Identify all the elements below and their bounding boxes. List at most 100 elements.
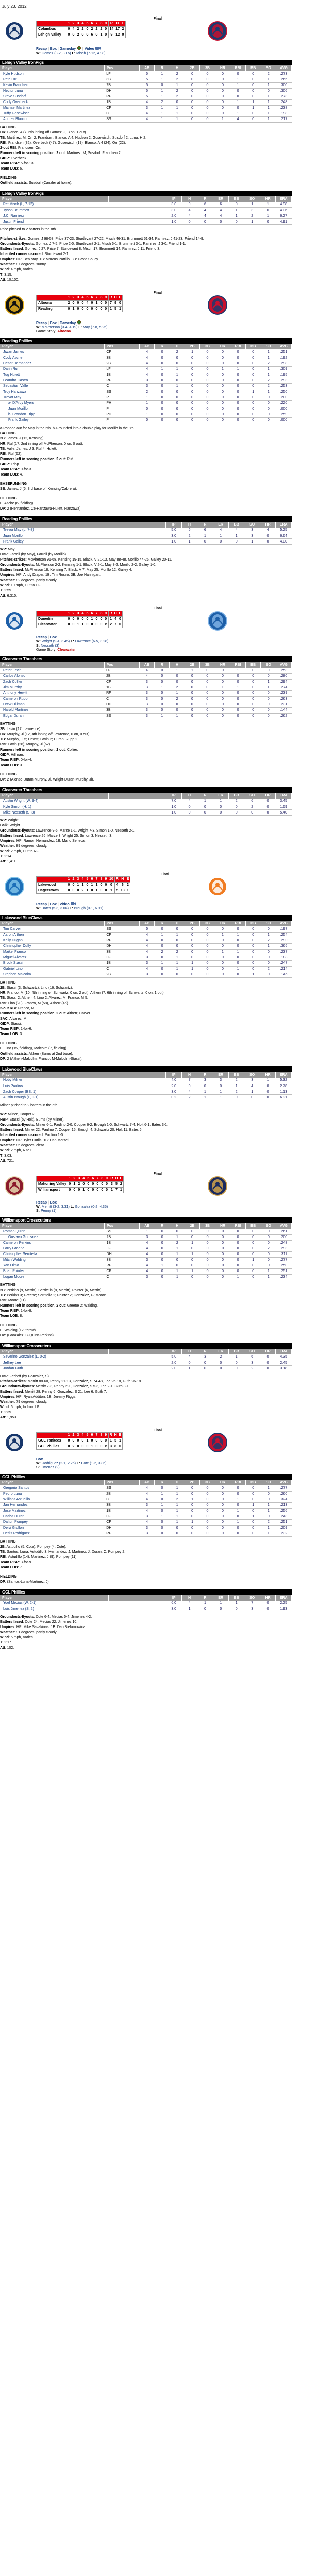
save-pitcher[interactable]: Jimenez (2) xyxy=(40,1466,60,1469)
player-name-cell[interactable]: Deivi Grullon xyxy=(0,1525,105,1531)
player-name-cell[interactable]: Brian Pointer xyxy=(0,1268,105,1275)
player-name-cell[interactable]: Aaron Altherr xyxy=(0,932,105,938)
player-name-cell[interactable]: Peter Lavin xyxy=(0,668,105,674)
winning-pitcher[interactable]: McPherson (3-4, 4.19) xyxy=(41,326,78,329)
player-name-cell[interactable]: Mike Nesseth (S, 3) xyxy=(0,809,108,816)
losing-pitcher[interactable]: Brough (0-1, 6.91) xyxy=(74,907,104,910)
player-name-cell[interactable]: Carlos Duran xyxy=(0,1514,105,1520)
link-recap[interactable]: Recap xyxy=(36,1201,47,1205)
losing-pitcher[interactable]: Cote (1-2, 3.86) xyxy=(81,1462,107,1465)
player-name-cell[interactable]: Christopher Serritella xyxy=(0,1251,105,1258)
player-name-cell[interactable]: Larry Greene xyxy=(0,1246,105,1252)
player-name-cell[interactable]: Cameron Perkins xyxy=(0,1240,105,1246)
player-name-cell[interactable]: Anthony Hewitt xyxy=(0,690,105,697)
player-name-cell[interactable]: Pat Misch (L, 7-12) xyxy=(0,201,109,208)
losing-pitcher[interactable]: Gonzalez (0-2, 4.35) xyxy=(75,1205,108,1209)
link-box[interactable]: Box xyxy=(36,1458,43,1461)
player-name-cell[interactable]: Kelly Dugan xyxy=(0,938,105,944)
player-name-cell[interactable]: Hector Luna xyxy=(0,88,105,94)
link-recap[interactable]: Recap xyxy=(36,47,47,51)
player-name-cell[interactable]: Willians Astudillo xyxy=(0,1497,105,1503)
player-name-cell[interactable]: Severino Gonzalez (L, 0-2) xyxy=(0,1354,109,1360)
player-name-cell[interactable]: Austin Brough (L, 0-1) xyxy=(0,1094,108,1100)
player-name-cell[interactable]: Kyle Simon (H, 1) xyxy=(0,804,108,810)
player-name-cell[interactable]: J.C. Ramirez xyxy=(0,213,109,219)
player-name-cell[interactable]: Jiwan James xyxy=(0,349,105,355)
player-name-cell[interactable]: Roman Quinn xyxy=(0,1229,105,1235)
losing-pitcher[interactable]: Misch (7-12, 4.98) xyxy=(76,52,106,55)
player-name-cell[interactable]: Yoel Mecias (W, 2-1) xyxy=(0,1600,109,1606)
link-gameday[interactable]: Gameday xyxy=(59,321,76,325)
player-name-cell[interactable]: Trevor May (L, 7-8) xyxy=(0,527,108,533)
winning-pitcher[interactable]: Wright (9-4, 3.45) xyxy=(41,640,70,643)
player-name-cell[interactable]: Justin Friend xyxy=(0,218,109,225)
player-name-cell[interactable]: Trevor May xyxy=(0,395,105,401)
player-name-cell[interactable]: Andres Blanco xyxy=(0,116,105,123)
player-name-cell[interactable]: Jim Murphy xyxy=(0,685,105,691)
player-name-cell[interactable]: Carlos Alonso xyxy=(0,673,105,680)
player-name-cell[interactable]: Zach Cooper (BS, 1) xyxy=(0,1089,108,1095)
player-name-cell[interactable]: Jan Hernandez xyxy=(0,1502,105,1509)
player-name-cell[interactable]: Kevin Frandsen xyxy=(0,82,105,89)
player-name-cell[interactable]: Yan Olmo xyxy=(0,1263,105,1269)
player-name-cell[interactable]: Gustavo Gonzalez xyxy=(0,1234,105,1241)
player-name-cell[interactable]: Tuffy Gosewisch xyxy=(0,111,105,117)
winning-pitcher[interactable]: Gomez (3-2, 3.15) xyxy=(41,52,71,55)
player-name-cell[interactable]: Cameron Rupp xyxy=(0,696,105,702)
player-name-cell[interactable]: Christopher Duffy xyxy=(0,943,105,950)
player-name-cell[interactable]: Pete Orr xyxy=(0,77,105,83)
player-name-cell[interactable]: Cody Asche xyxy=(0,355,105,361)
player-name-cell[interactable]: Troy Hanzawa xyxy=(0,389,105,395)
player-name-cell[interactable]: Gabriel Lino xyxy=(0,966,105,972)
player-name-cell[interactable]: Dalton Pompey xyxy=(0,1519,105,1526)
player-name-cell[interactable]: Harold Martinez xyxy=(0,707,105,714)
link-recap[interactable]: Recap xyxy=(36,321,47,325)
link-video[interactable]: Video xyxy=(84,47,94,51)
player-name-cell[interactable]: Frank Gailey xyxy=(0,538,108,545)
player-name-cell[interactable]: Tyson Brummett xyxy=(0,207,109,213)
winning-pitcher[interactable]: Bates (5-3, 3.06) xyxy=(41,907,69,910)
save-pitcher[interactable]: Penny (1) xyxy=(40,1209,57,1213)
link-video[interactable]: Video xyxy=(59,903,70,906)
player-name-cell[interactable]: Jose Martinez xyxy=(0,1508,105,1514)
link-recap[interactable]: Recap xyxy=(36,636,47,639)
player-name-cell[interactable]: Cody Overbeck xyxy=(0,99,105,106)
link-recap[interactable]: Recap xyxy=(36,903,47,906)
player-name-cell[interactable]: Edgar Duran xyxy=(0,713,105,719)
player-name-cell[interactable]: Juan Morillo xyxy=(0,406,105,412)
player-name-cell[interactable]: b- Brandon Tripp xyxy=(0,412,105,418)
player-name-cell[interactable]: Tug Hulett xyxy=(0,372,105,378)
link-gameday[interactable]: Gameday xyxy=(59,47,76,51)
winning-pitcher[interactable]: Merritt (3-2, 3.31) xyxy=(41,1205,70,1209)
player-name-cell[interactable]: Brock Stassi xyxy=(0,960,105,967)
losing-pitcher[interactable]: May (7-8, 5.25) xyxy=(82,326,108,329)
game-story-link[interactable]: Altoona xyxy=(57,330,71,333)
player-name-cell[interactable]: Jordan Guth xyxy=(0,1365,109,1371)
winning-pitcher[interactable]: Rodriguez (2-1, 2.25) xyxy=(41,1462,76,1465)
player-name-cell[interactable]: Cesar Hernandez xyxy=(0,361,105,367)
player-name-cell[interactable]: Miguel Alvarez xyxy=(0,955,105,961)
player-name-cell[interactable]: Pedro Luna xyxy=(0,1491,105,1497)
link-box[interactable]: Box xyxy=(49,1201,57,1205)
player-name-cell[interactable]: Maikel Franco xyxy=(0,949,105,955)
game-story-link[interactable]: Clearwater xyxy=(57,648,76,652)
player-name-cell[interactable]: Luis Jimenez (S, 2) xyxy=(0,1606,109,1612)
player-name-cell[interactable]: Leandro Castro xyxy=(0,378,105,384)
player-name-cell[interactable]: Steve Susdorf xyxy=(0,94,105,100)
player-name-cell[interactable]: Stephen Malcolm xyxy=(0,972,105,978)
player-name-cell[interactable]: Drew Hillman xyxy=(0,702,105,708)
link-box[interactable]: Box xyxy=(49,321,57,325)
player-name-cell[interactable]: a- D'Arby Myers xyxy=(0,400,105,406)
player-name-cell[interactable]: Tim Carver xyxy=(0,926,105,933)
link-box[interactable]: Box xyxy=(49,636,57,639)
player-name-cell[interactable]: Michael Martinez xyxy=(0,105,105,111)
player-name-cell[interactable]: Gregorio Santos xyxy=(0,1485,105,1492)
save-pitcher[interactable]: Nesseth (3) xyxy=(40,644,60,648)
player-name-cell[interactable]: Darin Ruf xyxy=(0,366,105,372)
link-box[interactable]: Box xyxy=(49,47,57,51)
player-name-cell[interactable]: Mitch Walding xyxy=(0,1257,105,1263)
link-box[interactable]: Box xyxy=(49,903,57,906)
player-name-cell[interactable]: Austin Wright (W, 9-4) xyxy=(0,798,108,804)
player-name-cell[interactable]: Jeffrey Lee xyxy=(0,1360,109,1366)
player-name-cell[interactable]: Zach Collier xyxy=(0,679,105,685)
